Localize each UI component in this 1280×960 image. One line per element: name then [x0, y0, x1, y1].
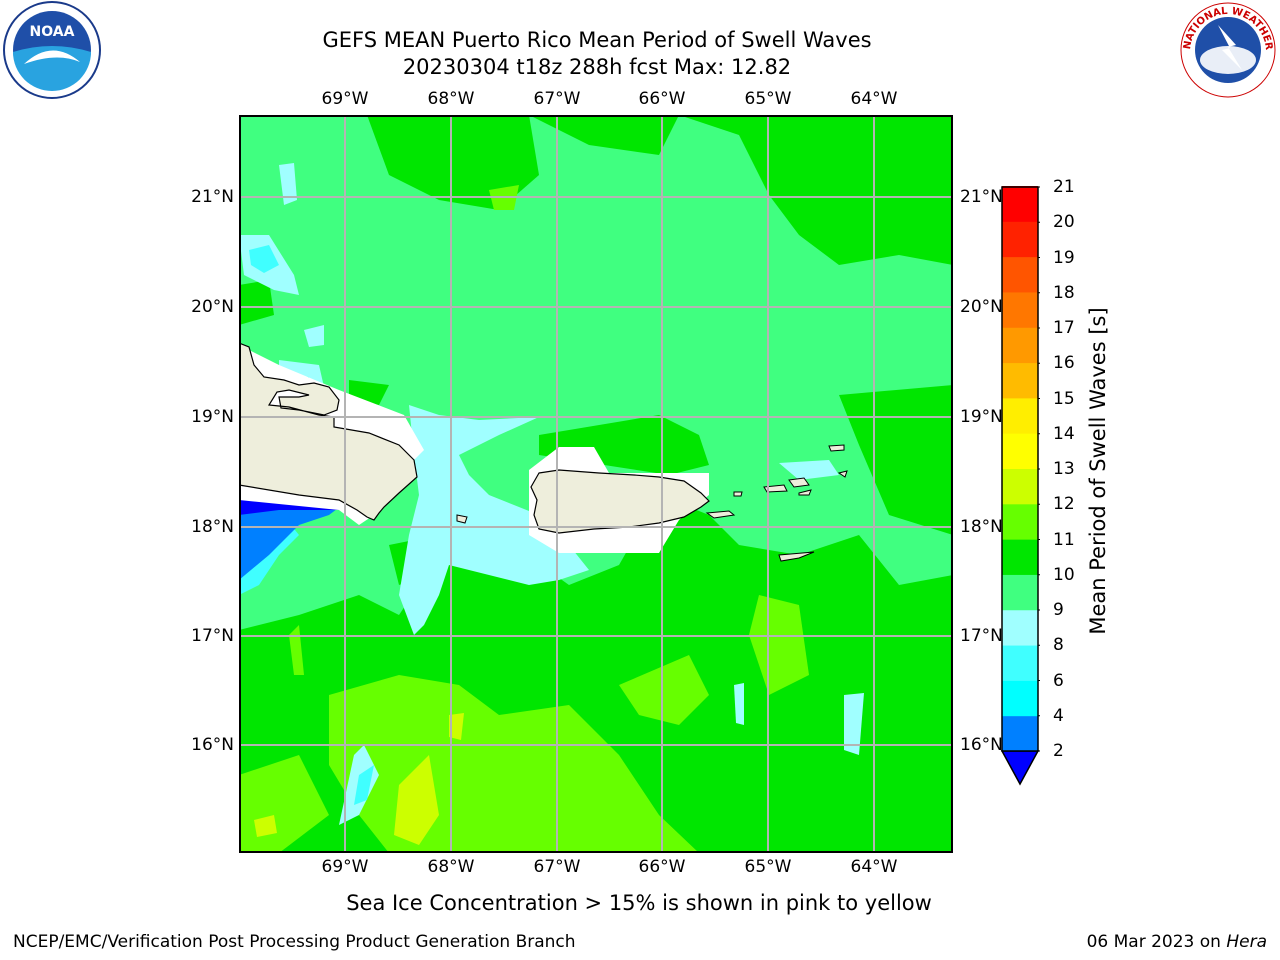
- colorbar-segment: [1002, 327, 1038, 364]
- colorbar-segment: [1002, 503, 1038, 540]
- map-subtitle: 20230304 t18z 288h fcst Max: 12.82: [402, 55, 792, 79]
- lat-label-right: 18°N: [960, 517, 1003, 537]
- colorbar-tick-label: 12: [1053, 494, 1075, 515]
- swell-period-map: [239, 115, 953, 853]
- colorbar: [1000, 186, 1040, 786]
- colorbar-segment: [1002, 539, 1038, 575]
- colorbar-segment: [1002, 433, 1038, 469]
- noaa-logo-text: NOAA: [30, 24, 75, 40]
- colorbar-segment: [1002, 221, 1038, 258]
- lon-label-top: 64°W: [850, 89, 898, 109]
- lat-label-right: 21°N: [960, 187, 1003, 207]
- colorbar-segment: [1002, 574, 1038, 611]
- lon-label-bottom: 67°W: [533, 857, 581, 877]
- lat-label-left: 21°N: [191, 187, 234, 207]
- colorbar-tick-label: 10: [1053, 564, 1075, 585]
- lon-label-bottom: 64°W: [850, 857, 898, 877]
- lon-label-bottom: 66°W: [638, 857, 686, 877]
- lat-label-left: 19°N: [191, 407, 234, 427]
- colorbar-label: Mean Period of Swell Waves [s]: [1086, 307, 1110, 635]
- colorbar-segment: [1002, 256, 1038, 293]
- lat-label-left: 16°N: [191, 735, 234, 755]
- colorbar-segment: [1002, 715, 1038, 752]
- colorbar-segment: [1002, 397, 1038, 434]
- colorbar-segment: [1002, 609, 1038, 646]
- lat-label-right: 20°N: [960, 297, 1003, 317]
- lat-label-left: 20°N: [191, 297, 234, 317]
- puerto-rico-land: [530, 469, 710, 534]
- lon-label-top: 67°W: [533, 89, 581, 109]
- lat-label-right: 19°N: [960, 407, 1003, 427]
- sea-ice-note: Sea Ice Concentration > 15% is shown in …: [346, 891, 932, 915]
- colorbar-segment: [1002, 645, 1038, 681]
- hispaniola-land: [239, 342, 418, 521]
- graticule: [239, 115, 953, 853]
- lon-label-bottom: 65°W: [744, 857, 792, 877]
- lat-label-left: 17°N: [191, 626, 234, 646]
- colorbar-tick-label: 17: [1053, 318, 1075, 338]
- colorbar-tick-label: 14: [1053, 423, 1075, 444]
- run-date: 06 Mar 2023 on Hera: [1087, 932, 1267, 952]
- host-name: Hera: [1226, 932, 1267, 952]
- lon-label-bottom: 69°W: [321, 857, 369, 877]
- colorbar-tick-label: 9: [1053, 600, 1064, 620]
- colorbar-segment: [1002, 680, 1038, 717]
- small-islands: [456, 444, 848, 562]
- colorbar-tick-label: 4: [1053, 705, 1064, 726]
- colorbar-segment: [1002, 186, 1038, 222]
- credit-text: NCEP/EMC/Verification Post Processing Pr…: [13, 932, 576, 952]
- date-text: 06 Mar 2023 on: [1086, 932, 1221, 952]
- colorbar-extend-min: [1000, 750, 1040, 786]
- field-12-13: [254, 713, 464, 845]
- lat-label-right: 17°N: [960, 626, 1003, 646]
- lon-label-top: 65°W: [744, 89, 792, 109]
- colorbar-tick-label: 16: [1053, 353, 1075, 374]
- colorbar-tick-label: 13: [1053, 459, 1075, 479]
- lon-label-bottom: 68°W: [427, 857, 475, 877]
- field-2-4: [239, 500, 349, 580]
- colorbar-segment: [1002, 291, 1038, 328]
- nws-logo: NATIONAL WEATHER SERVICE: [1178, 0, 1276, 98]
- colorbar-tick-label: 2: [1053, 741, 1064, 761]
- colorbar-segment: [1002, 468, 1038, 505]
- colorbar-tick-label: 11: [1053, 529, 1075, 550]
- map-title: GEFS MEAN Puerto Rico Mean Period of Swe…: [322, 28, 872, 52]
- colorbar-tick-label: 21: [1053, 177, 1075, 197]
- lat-label-left: 18°N: [191, 517, 234, 537]
- colorbar-tick-label: 18: [1053, 282, 1075, 303]
- lon-label-top: 68°W: [427, 89, 475, 109]
- colorbar-tick-label: 8: [1053, 635, 1064, 656]
- colorbar-tick-label: 15: [1053, 388, 1075, 409]
- colorbar-tick-label: 19: [1053, 247, 1075, 268]
- colorbar-tick-label: 6: [1053, 670, 1064, 691]
- lat-label-right: 16°N: [960, 735, 1003, 755]
- lon-label-top: 69°W: [321, 89, 369, 109]
- noaa-logo: NOAA: [3, 1, 101, 99]
- lon-label-top: 66°W: [638, 89, 686, 109]
- colorbar-tick-label: 20: [1053, 212, 1075, 233]
- colorbar-segment: [1002, 362, 1038, 399]
- map-frame: [239, 115, 953, 853]
